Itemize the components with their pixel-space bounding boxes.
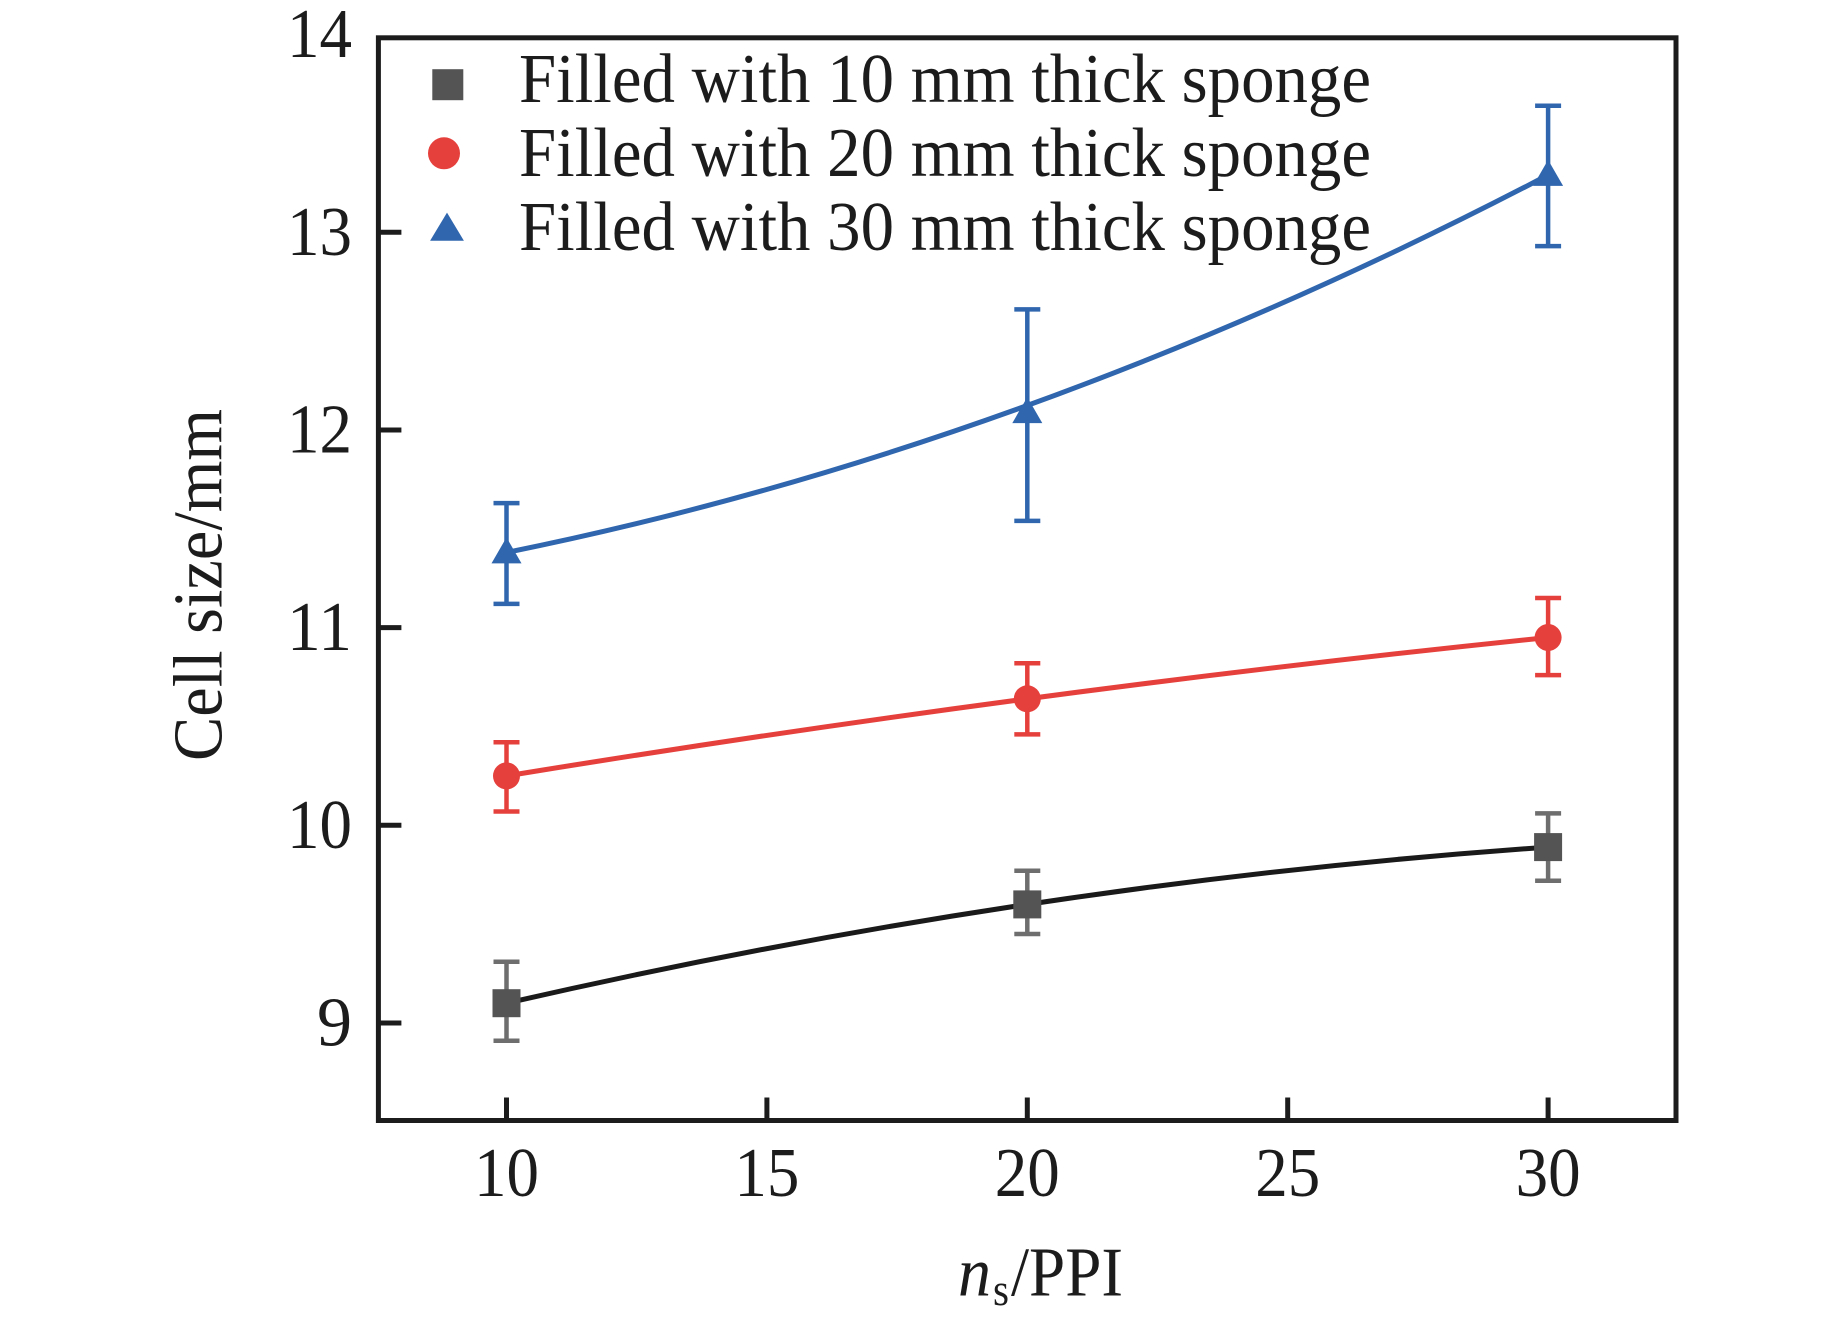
svg-text:10: 10 — [287, 787, 352, 864]
svg-text:10: 10 — [474, 1135, 539, 1212]
svg-text:Filled with 20 mm thick sponge: Filled with 20 mm thick sponge — [519, 115, 1371, 192]
svg-text:30: 30 — [1516, 1135, 1581, 1212]
svg-text:/PPI: /PPI — [1011, 1235, 1123, 1312]
svg-text:s: s — [993, 1265, 1009, 1315]
svg-text:11: 11 — [287, 589, 352, 666]
svg-text:25: 25 — [1255, 1135, 1320, 1212]
svg-text:9: 9 — [317, 985, 352, 1062]
svg-text:15: 15 — [734, 1135, 799, 1212]
svg-text:Cell size/mm: Cell size/mm — [161, 409, 238, 761]
svg-text:12: 12 — [287, 392, 352, 469]
svg-text:20: 20 — [995, 1135, 1060, 1212]
svg-text:n: n — [958, 1235, 991, 1312]
svg-text:Filled with 10 mm thick sponge: Filled with 10 mm thick sponge — [519, 41, 1371, 118]
svg-text:Filled with 30 mm thick sponge: Filled with 30 mm thick sponge — [519, 189, 1371, 266]
svg-text:13: 13 — [287, 194, 352, 271]
svg-text:14: 14 — [287, 0, 352, 73]
